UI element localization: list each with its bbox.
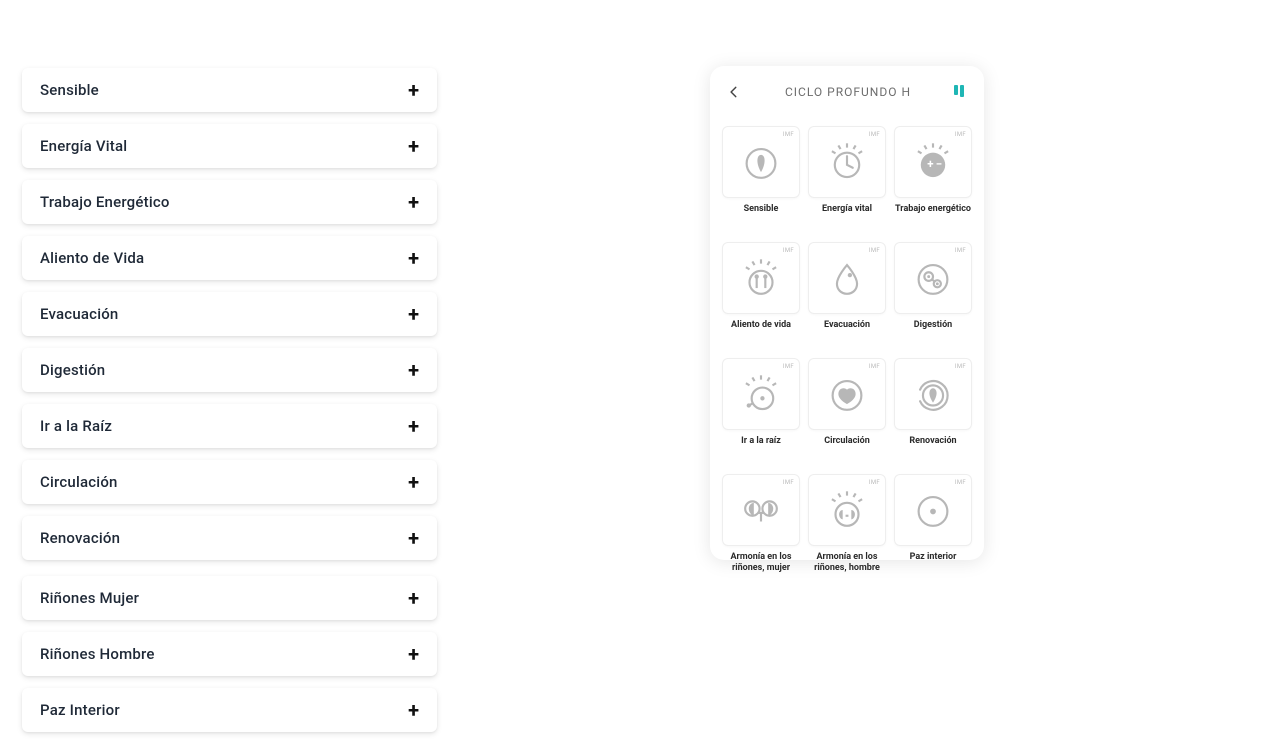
expand-icon: + [408, 700, 419, 720]
imf-badge: IMF [955, 247, 966, 254]
tile-rinones-hombre[interactable]: IMF Armonía en los riñones, hombre [808, 474, 886, 586]
imf-badge: IMF [955, 131, 966, 138]
phone-grid: IMF Sensible IMF Energía vital IMF Trabajo en… [720, 126, 974, 586]
tile: IMF [894, 242, 972, 314]
accordion-item[interactable]: Renovación + [22, 516, 437, 560]
tile-circulacion[interactable]: IMF Circulación [808, 358, 886, 470]
expand-icon: + [408, 416, 419, 436]
tile: IMF [894, 126, 972, 198]
expand-icon: + [408, 304, 419, 324]
accordion-item-label: Riñones Hombre [40, 645, 155, 663]
tile: IMF [722, 474, 800, 546]
phone-mockup: CICLO PROFUNDO H IMF Sensible IMF Energía v… [710, 66, 984, 560]
imf-badge: IMF [955, 363, 966, 370]
tile-caption: Ir a la raíz [741, 436, 781, 458]
tile-renovacion[interactable]: IMF Renovación [894, 358, 972, 470]
accordion-item-label: Evacuación [40, 305, 118, 323]
accordion-item-label: Digestión [40, 361, 105, 379]
accordion-item[interactable]: Sensible + [22, 68, 437, 112]
tile-energia-vital[interactable]: IMF Energía vital [808, 126, 886, 238]
imf-badge: IMF [869, 131, 880, 138]
accordion-item-label: Trabajo Energético [40, 193, 170, 211]
accordion-item[interactable]: Evacuación + [22, 292, 437, 336]
tile-ir-a-la-raiz[interactable]: IMF Ir a la raíz [722, 358, 800, 470]
expand-icon: + [408, 472, 419, 492]
accordion-item-label: Renovación [40, 529, 120, 547]
tile-caption: Armonía en los riñones, hombre [808, 552, 886, 574]
accordion-list: Sensible+Energía Vital+Trabajo Energétic… [22, 68, 437, 744]
imf-badge: IMF [869, 479, 880, 486]
tile-caption: Trabajo energético [895, 204, 971, 226]
accordion-item[interactable]: Energía Vital + [22, 124, 437, 168]
accordion-item[interactable]: Trabajo Energético + [22, 180, 437, 224]
tile-caption: Evacuación [824, 320, 870, 342]
tile-evacuacion[interactable]: IMF Evacuación [808, 242, 886, 354]
accordion-item-label: Aliento de Vida [40, 249, 144, 267]
accordion-item[interactable]: Circulación + [22, 460, 437, 504]
tile-caption: Aliento de vida [731, 320, 791, 342]
back-button[interactable] [724, 80, 744, 104]
tile: IMF [808, 358, 886, 430]
tile: IMF [722, 242, 800, 314]
expand-icon: + [408, 360, 419, 380]
tile-digestion[interactable]: IMF Digestión [894, 242, 972, 354]
accordion-item-label: Sensible [40, 81, 99, 99]
tile: IMF [722, 126, 800, 198]
expand-icon: + [408, 588, 419, 608]
accordion-item[interactable]: Digestión + [22, 348, 437, 392]
tile-caption: Energía vital [822, 204, 872, 226]
tile: IMF [808, 474, 886, 546]
tile-rinones-mujer[interactable]: IMF Armonía en los riñones, mujer [722, 474, 800, 586]
imf-badge: IMF [783, 131, 794, 138]
accordion-item-label: Energía Vital [40, 137, 127, 155]
imf-badge: IMF [869, 247, 880, 254]
tile-caption: Sensible [744, 204, 779, 226]
tile-sensible[interactable]: IMF Sensible [722, 126, 800, 238]
imf-badge: IMF [783, 479, 794, 486]
accordion-item-label: Ir a la Raíz [40, 417, 112, 435]
tile: IMF [808, 242, 886, 314]
expand-icon: + [408, 644, 419, 664]
expand-icon: + [408, 80, 419, 100]
accordion-item[interactable]: Paz Interior + [22, 688, 437, 732]
expand-icon: + [408, 528, 419, 548]
tile-caption: Circulación [824, 436, 870, 458]
tile: IMF [722, 358, 800, 430]
phone-header: CICLO PROFUNDO H [720, 78, 974, 106]
tile-caption: Armonía en los riñones, mujer [722, 552, 800, 574]
accordion-item[interactable]: Ir a la Raíz + [22, 404, 437, 448]
tile-caption: Paz interior [910, 552, 957, 574]
tile-caption: Renovación [909, 436, 956, 458]
accordion-item[interactable]: Riñones Mujer + [22, 576, 437, 620]
imf-badge: IMF [783, 363, 794, 370]
tile: IMF [894, 358, 972, 430]
tile-paz-interior[interactable]: IMF Paz interior [894, 474, 972, 586]
accordion-item[interactable]: Aliento de Vida + [22, 236, 437, 280]
expand-icon: + [408, 136, 419, 156]
imf-badge: IMF [869, 363, 880, 370]
expand-icon: + [408, 248, 419, 268]
tile: IMF [808, 126, 886, 198]
tile: IMF [894, 474, 972, 546]
info-icon[interactable] [952, 83, 970, 101]
accordion-item-label: Circulación [40, 473, 118, 491]
accordion-item[interactable]: Riñones Hombre + [22, 632, 437, 676]
phone-title: CICLO PROFUNDO H [785, 85, 911, 99]
tile-caption: Digestión [914, 320, 952, 342]
tile-aliento-de-vida[interactable]: IMF Aliento de vida [722, 242, 800, 354]
imf-badge: IMF [783, 247, 794, 254]
tile-trabajo-energetico[interactable]: IMF Trabajo energético [894, 126, 972, 238]
accordion-item-label: Paz Interior [40, 701, 120, 719]
expand-icon: + [408, 192, 419, 212]
accordion-item-label: Riñones Mujer [40, 589, 139, 607]
imf-badge: IMF [955, 479, 966, 486]
